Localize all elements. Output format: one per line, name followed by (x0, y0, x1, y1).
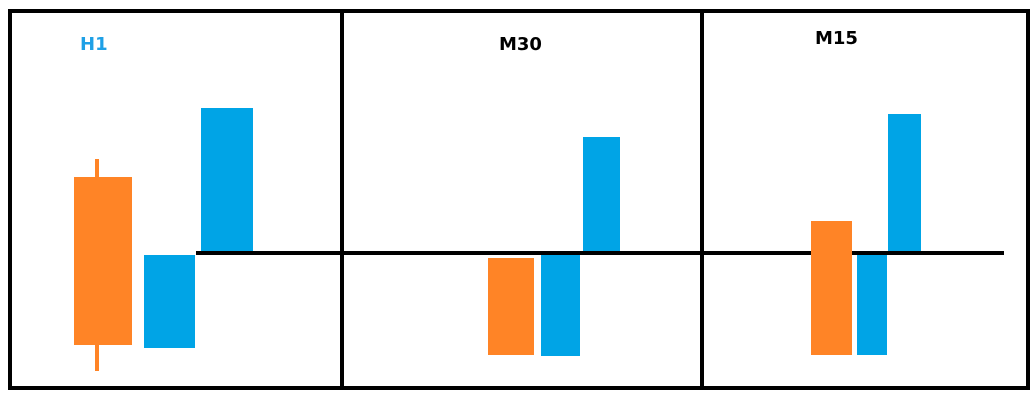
panel-divider-2 (700, 9, 704, 390)
candle-body-bullish (857, 255, 887, 355)
candle-body-bearish (488, 258, 534, 355)
panel-divider-1 (340, 9, 344, 390)
candle-body-bullish (541, 255, 580, 356)
candle-body-bearish (74, 177, 132, 345)
panel-label-h1: H1 (80, 34, 108, 55)
candle-body-bullish (888, 114, 921, 251)
open-price-baseline (196, 251, 1004, 255)
panel-label-m30: M30 (499, 34, 542, 55)
candle-body-bullish (583, 137, 620, 251)
candle-body-bearish (811, 221, 852, 355)
candle-body-bullish (201, 108, 253, 251)
diagram-frame (8, 9, 1030, 390)
candle-body-bullish (144, 255, 195, 348)
panel-label-m15: M15 (815, 28, 858, 49)
